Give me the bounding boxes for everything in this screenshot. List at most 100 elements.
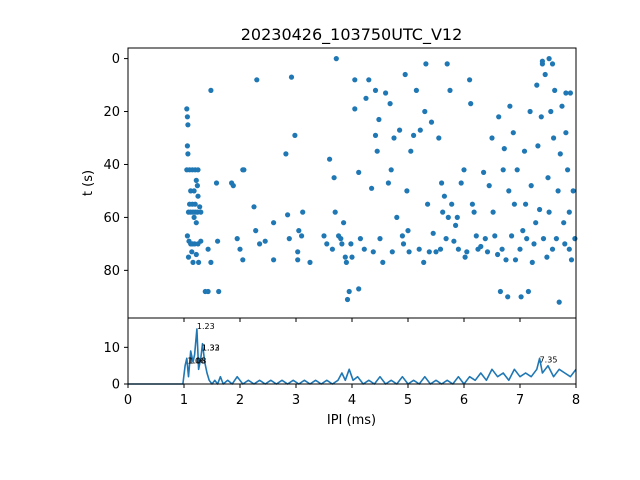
raster-point xyxy=(377,236,382,241)
raster-point xyxy=(394,215,399,220)
histogram-peak-annotation: 1.32 xyxy=(202,343,220,352)
chart-title: 20230426_103750UTC_V12 xyxy=(241,25,463,45)
raster-point xyxy=(215,239,220,244)
raster-point xyxy=(235,236,240,241)
raster-point xyxy=(491,210,496,215)
raster-point xyxy=(464,249,469,254)
raster-point xyxy=(195,183,200,188)
raster-point xyxy=(352,77,357,82)
raster-point xyxy=(467,77,472,82)
raster-point xyxy=(195,194,200,199)
raster-point xyxy=(254,77,259,82)
raster-point xyxy=(547,56,552,61)
raster-point xyxy=(397,128,402,133)
raster-point xyxy=(271,220,276,225)
raster-point xyxy=(541,236,546,241)
histogram-x-axis-label: IPI (ms) xyxy=(327,413,376,428)
raster-point xyxy=(376,117,381,122)
raster-point xyxy=(451,239,456,244)
raster-point xyxy=(289,75,294,80)
raster-point xyxy=(447,88,452,93)
raster-point xyxy=(362,247,367,252)
raster-point xyxy=(324,241,329,246)
raster-point xyxy=(487,183,492,188)
raster-point xyxy=(456,247,461,252)
raster-point xyxy=(190,260,195,265)
raster-point xyxy=(459,180,464,185)
histogram-x-tick-label: 7 xyxy=(516,393,524,408)
raster-point xyxy=(194,178,199,183)
raster-point xyxy=(196,260,201,265)
raster-point xyxy=(445,61,450,66)
histogram-x-tick-label: 8 xyxy=(572,393,580,408)
raster-point xyxy=(208,260,213,265)
raster-point xyxy=(565,167,570,172)
raster-point xyxy=(550,61,555,66)
raster-point xyxy=(500,247,505,252)
raster-point xyxy=(569,257,574,262)
raster-point xyxy=(334,56,339,61)
raster-point xyxy=(400,233,405,238)
raster-point xyxy=(524,236,529,241)
raster-point xyxy=(556,188,561,193)
raster-point xyxy=(562,241,567,246)
raster-point xyxy=(511,130,516,135)
raster-point xyxy=(198,239,203,244)
raster-point xyxy=(193,202,198,207)
raster-point xyxy=(517,247,522,252)
raster-point xyxy=(206,247,211,252)
raster-point xyxy=(425,202,430,207)
raster-point xyxy=(349,255,354,260)
raster-point xyxy=(429,120,434,125)
raster-point xyxy=(498,289,503,294)
raster-point xyxy=(299,233,304,238)
raster-point xyxy=(339,241,344,246)
raster-point xyxy=(186,255,191,260)
raster-point xyxy=(531,241,536,246)
raster-point xyxy=(523,202,528,207)
raster-point xyxy=(478,244,483,249)
raster-point xyxy=(520,228,525,233)
histogram-y-tick-label: 0 xyxy=(112,378,120,393)
raster-point xyxy=(563,90,568,95)
raster-point xyxy=(470,202,475,207)
raster-point xyxy=(383,90,388,95)
raster-point xyxy=(185,114,190,119)
raster-point xyxy=(195,167,200,172)
raster-point xyxy=(347,289,352,294)
raster-point xyxy=(189,249,194,254)
raster-y-axis-label: t (s) xyxy=(81,170,96,196)
raster-point xyxy=(241,167,246,172)
raster-point xyxy=(507,104,512,109)
raster-point xyxy=(216,289,221,294)
raster-point xyxy=(348,241,353,246)
raster-point xyxy=(559,104,564,109)
raster-point xyxy=(571,188,576,193)
raster-point xyxy=(519,294,524,299)
histogram-y-tick-label: 10 xyxy=(103,341,120,356)
raster-point xyxy=(257,241,262,246)
raster-point xyxy=(192,188,197,193)
raster-point xyxy=(461,167,466,172)
raster-point xyxy=(206,289,211,294)
histogram-peak-annotation: 7.35 xyxy=(540,355,558,364)
raster-point xyxy=(446,215,451,220)
raster-point xyxy=(380,260,385,265)
raster-point xyxy=(496,114,501,119)
raster-point xyxy=(522,149,527,154)
raster-point xyxy=(526,289,531,294)
raster-point xyxy=(407,249,412,254)
raster-point xyxy=(307,260,312,265)
raster-point xyxy=(408,149,413,154)
raster-point xyxy=(391,135,396,140)
raster-point xyxy=(231,183,236,188)
raster-point xyxy=(192,215,197,220)
raster-point xyxy=(534,83,539,88)
raster-point xyxy=(481,170,486,175)
raster-y-tick-label: 20 xyxy=(103,105,120,120)
raster-point xyxy=(283,151,288,156)
raster-point xyxy=(185,122,190,127)
raster-point xyxy=(341,220,346,225)
raster-point xyxy=(253,228,258,233)
raster-point xyxy=(551,135,556,140)
